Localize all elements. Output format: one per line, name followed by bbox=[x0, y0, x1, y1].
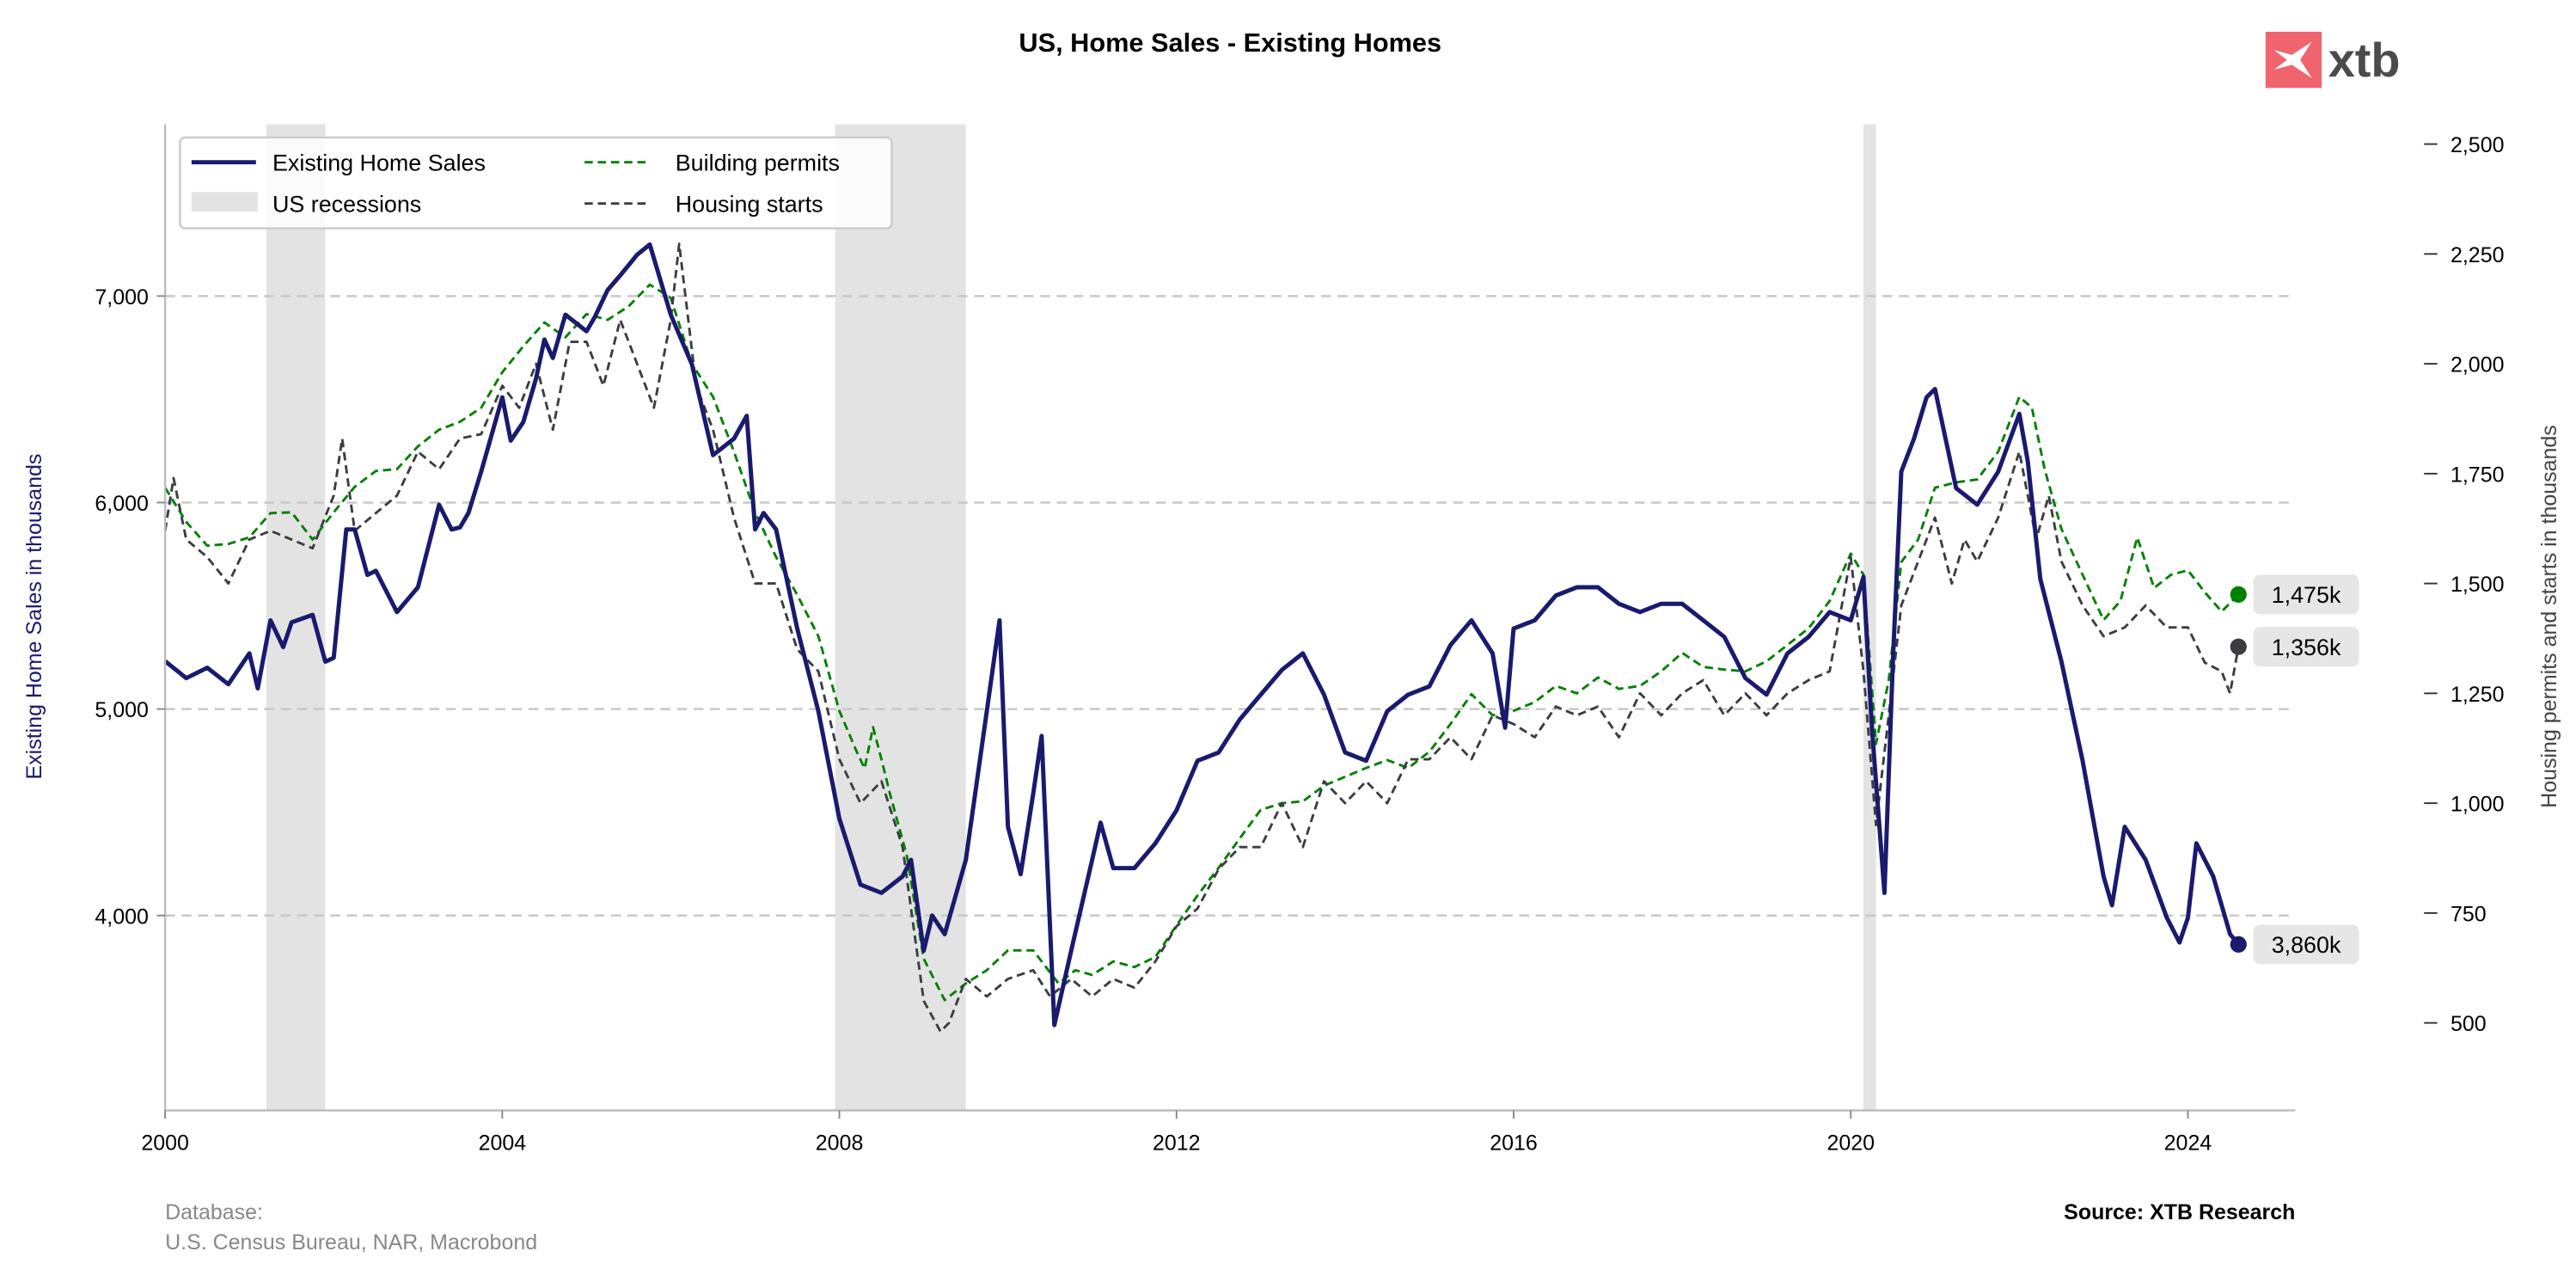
legend-label-permits: Building permits bbox=[676, 150, 840, 175]
xtb-logo: xtb bbox=[2265, 31, 2401, 89]
right-tick-label: 1,250 bbox=[2451, 683, 2504, 707]
existing-home-sales-line bbox=[163, 242, 2241, 1028]
x-tick-label: 2012 bbox=[1153, 1132, 1201, 1156]
right-tick-label: 1,750 bbox=[2451, 463, 2504, 487]
end-labels: 3,860k 1,475k 1,356k bbox=[2230, 574, 2359, 965]
recession-band bbox=[266, 124, 326, 1111]
end-marker-sales bbox=[2230, 936, 2247, 953]
end-label-starts: 1,356k bbox=[2272, 635, 2341, 660]
end-label-permits: 1,475k bbox=[2272, 582, 2341, 608]
x-tick-label: 2020 bbox=[1826, 1132, 1875, 1156]
x-tick-label: 2000 bbox=[141, 1132, 189, 1156]
source-label: Source: XTB Research bbox=[2064, 1200, 2295, 1224]
series-lines bbox=[163, 242, 2241, 1034]
housing-starts-line bbox=[163, 242, 2240, 1034]
end-label-sales: 3,860k bbox=[2272, 932, 2341, 958]
axis-ticks: 2000 2004 2008 2012 2016 2020 2024 4,000 5,000 6,… bbox=[95, 133, 2504, 1155]
legend-label-sales: Existing Home Sales bbox=[272, 150, 486, 175]
legend: Existing Home Sales US recessions Buildi… bbox=[179, 136, 893, 230]
right-tick-label: 1,000 bbox=[2451, 793, 2504, 817]
left-tick-label: 6,000 bbox=[95, 492, 148, 516]
right-tick-label: 2,250 bbox=[2451, 243, 2504, 267]
x-tick-label: 2008 bbox=[816, 1132, 864, 1156]
right-tick-label: 750 bbox=[2451, 902, 2487, 926]
right-tick-label: 1,500 bbox=[2451, 573, 2504, 597]
database-label: Database: bbox=[165, 1200, 263, 1224]
left-tick-label: 4,000 bbox=[95, 905, 148, 929]
right-tick-label: 2,000 bbox=[2451, 353, 2504, 377]
left-tick-label: 7,000 bbox=[95, 285, 148, 310]
legend-swatch-recessions bbox=[191, 192, 258, 212]
logo-text: xtb bbox=[2328, 34, 2401, 87]
x-tick-label: 2016 bbox=[1490, 1132, 1538, 1156]
legend-box bbox=[179, 136, 893, 230]
building-permits-line bbox=[163, 283, 2240, 1002]
x-tick-label: 2024 bbox=[2164, 1132, 2212, 1156]
left-tick-label: 5,000 bbox=[95, 698, 148, 722]
right-tick-label: 500 bbox=[2451, 1012, 2487, 1036]
x-tick-label: 2004 bbox=[479, 1132, 527, 1156]
database-sources: U.S. Census Bureau, NAR, Macrobond bbox=[165, 1230, 537, 1255]
recession-band bbox=[835, 124, 966, 1111]
end-marker-permits bbox=[2230, 586, 2247, 603]
recession-bands bbox=[266, 124, 1876, 1111]
right-tick-label: 2,500 bbox=[2451, 133, 2504, 157]
end-label-bg-starts bbox=[2253, 627, 2359, 667]
legend-label-starts: Housing starts bbox=[676, 191, 823, 217]
recession-band bbox=[1863, 124, 1876, 1111]
end-label-bg-permits bbox=[2253, 574, 2359, 615]
logo-x-icon bbox=[2273, 41, 2312, 78]
gridlines bbox=[165, 295, 2296, 917]
legend-label-recessions: US recessions bbox=[272, 191, 421, 217]
end-label-bg-sales bbox=[2253, 924, 2359, 965]
left-axis-label: Existing Home Sales in thousands bbox=[22, 454, 46, 780]
end-marker-starts bbox=[2230, 638, 2247, 655]
chart-title: US, Home Sales - Existing Homes bbox=[1019, 28, 1441, 58]
right-axis-label: Housing permits and starts in thousands bbox=[2537, 425, 2561, 808]
